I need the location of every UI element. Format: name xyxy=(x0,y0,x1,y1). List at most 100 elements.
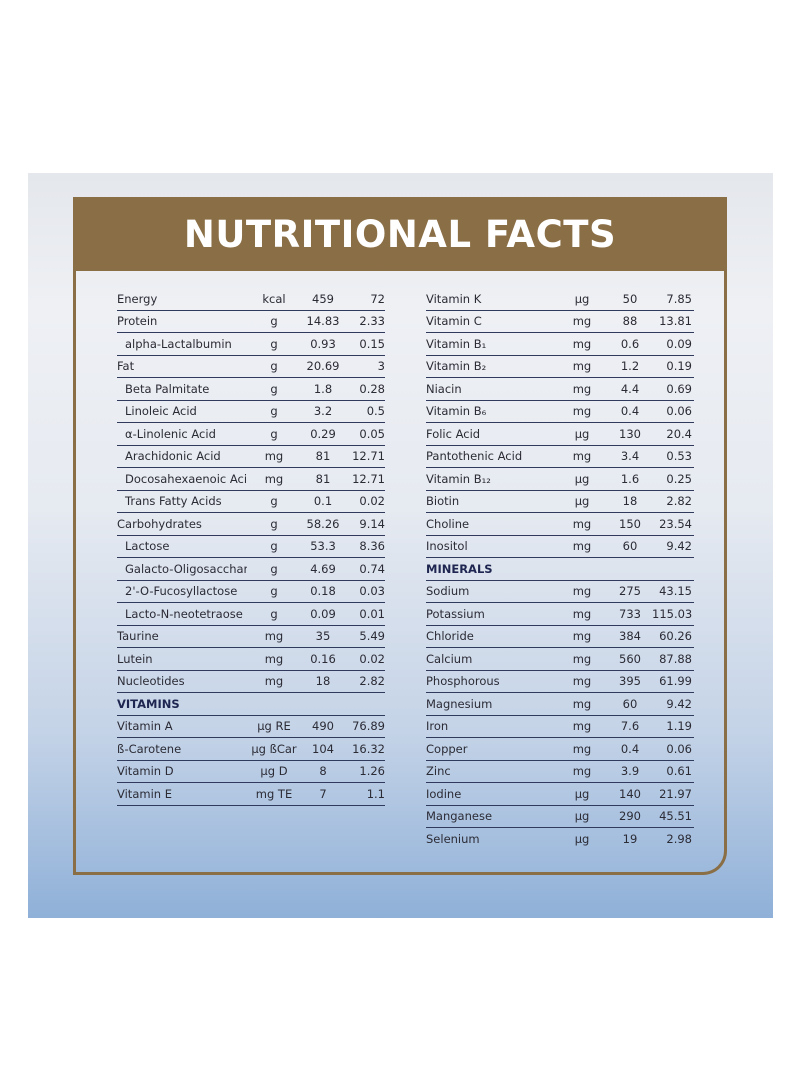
unit: mg xyxy=(572,381,592,396)
nutrient-name: Zinc xyxy=(426,764,451,779)
table-row: Vitamin B₁₂ µg 1.6 0.25 xyxy=(426,468,694,491)
nutrient-name: Choline xyxy=(426,516,470,531)
unit: g xyxy=(270,606,278,621)
value-per-100ml: 0.03 xyxy=(359,584,385,599)
nutrient-name: Arachidonic Acid xyxy=(125,449,221,464)
unit: g xyxy=(270,539,278,554)
value-per-100g: 384 xyxy=(619,629,641,644)
value-per-100g: 35 xyxy=(315,629,331,644)
unit: kcal xyxy=(262,291,286,306)
value-per-100g: 4.4 xyxy=(620,381,640,396)
value-per-100g: 0.29 xyxy=(310,426,336,441)
unit: g xyxy=(270,359,278,374)
nutrient-name: Pantothenic Acid xyxy=(426,449,523,464)
unit: mg xyxy=(264,471,284,486)
value-per-100g: 50 xyxy=(622,291,638,306)
value-per-100g: 53.3 xyxy=(310,539,336,554)
nutrient-name: Beta Palmitate xyxy=(125,381,210,396)
nutrient-name: Vitamin D xyxy=(117,764,174,779)
nutrient-name: Lacto-N-neotetraose xyxy=(125,606,243,621)
table-row: Docosahexaenoic Acid mg 81 12.71 xyxy=(117,468,385,491)
table-row: Iron mg 7.6 1.19 xyxy=(426,716,694,738)
table-row: Carbohydrates g 58.26 9.14 xyxy=(117,513,385,536)
nutrient-name: Lutein xyxy=(117,651,153,666)
value-per-100g: 0.09 xyxy=(310,606,336,621)
value-per-100ml: 21.97 xyxy=(659,786,692,801)
unit: mg xyxy=(572,314,592,329)
value-per-100ml: 12.71 xyxy=(352,449,385,464)
nutrient-name: Manganese xyxy=(426,809,493,824)
nutrient-name: Iron xyxy=(426,719,449,734)
value-per-100g: 0.16 xyxy=(310,651,336,666)
unit: mg xyxy=(572,741,592,756)
value-per-100g: 20.69 xyxy=(306,359,340,374)
section-label: MINERALS xyxy=(426,561,493,576)
value-per-100ml: 61.99 xyxy=(659,674,692,689)
background-panel xyxy=(28,173,773,918)
table-row: Nucleotides mg 18 2.82 xyxy=(117,671,385,693)
unit: mg xyxy=(572,719,592,734)
value-per-100ml: 16.32 xyxy=(352,741,385,756)
unit: mg xyxy=(572,336,592,351)
nutrient-name: Calcium xyxy=(426,651,473,666)
table-frame xyxy=(73,197,727,875)
table-row: Vitamin B₆ mg 0.4 0.06 xyxy=(426,401,694,423)
value-per-100g: 104 xyxy=(312,741,334,756)
value-per-100g: 733 xyxy=(619,606,641,621)
unit: mg xyxy=(572,539,592,554)
value-per-100ml: 2.33 xyxy=(359,314,385,329)
table-row: Beta Palmitate g 1.8 0.28 xyxy=(117,378,385,401)
table-row: Galacto-Oligosaccharides g 4.69 0.74 xyxy=(117,558,385,581)
unit: µg xyxy=(574,426,590,441)
value-per-100ml: 0.15 xyxy=(359,336,385,351)
table-row: Chloride mg 384 60.26 xyxy=(426,626,694,648)
value-per-100g: 140 xyxy=(619,786,641,801)
value-per-100g: 3.9 xyxy=(620,764,640,779)
nutrient-name: Galacto-Oligosaccharides xyxy=(125,561,247,576)
value-per-100ml: 9.42 xyxy=(666,539,692,554)
value-per-100ml: 3 xyxy=(377,359,385,374)
table-row: Biotin µg 18 2.82 xyxy=(426,491,694,513)
nutrient-name: Folic Acid xyxy=(426,426,481,441)
table-row: Sodium mg 275 43.15 xyxy=(426,581,694,603)
nutrient-name: 2'-O-Fucosyllactose xyxy=(125,584,238,599)
value-per-100g: 14.83 xyxy=(306,314,340,329)
unit: mg xyxy=(572,584,592,599)
unit: µg ßCar xyxy=(251,741,297,756)
table-row: Choline mg 150 23.54 xyxy=(426,513,694,536)
nutrient-name: Vitamin B₂ xyxy=(426,359,487,374)
value-per-100ml: 8.36 xyxy=(359,539,385,554)
unit: mg xyxy=(264,674,284,689)
value-per-100ml: 0.02 xyxy=(359,494,385,509)
value-per-100g: 18 xyxy=(622,494,638,509)
unit: mg xyxy=(572,404,592,419)
value-per-100g: 88 xyxy=(622,314,638,329)
value-per-100ml: 0.06 xyxy=(666,741,692,756)
nutrient-name: Vitamin A xyxy=(117,719,173,734)
value-per-100ml: 0.5 xyxy=(366,404,385,419)
unit: mg xyxy=(572,696,592,711)
table-row: Calcium mg 560 87.88 xyxy=(426,648,694,671)
table-row: Pantothenic Acid mg 3.4 0.53 xyxy=(426,446,694,468)
value-per-100g: 1.6 xyxy=(620,471,640,486)
value-per-100ml: 115.03 xyxy=(652,606,693,621)
nutrient-name: Carbohydrates xyxy=(117,516,202,531)
table-row: Lacto-N-neotetraose g 0.09 0.01 xyxy=(117,603,385,626)
value-per-100g: 0.4 xyxy=(620,404,640,419)
value-per-100g: 18 xyxy=(315,674,331,689)
nutrient-name: Nucleotides xyxy=(117,674,185,689)
unit: µg xyxy=(574,494,590,509)
value-per-100g: 60 xyxy=(622,539,638,554)
table-row: Niacin mg 4.4 0.69 xyxy=(426,378,694,401)
table-row: Vitamin B₂ mg 1.2 0.19 xyxy=(426,356,694,378)
nutrient-name: Inositol xyxy=(426,539,468,554)
value-per-100ml: 0.02 xyxy=(359,651,385,666)
value-per-100ml: 72 xyxy=(370,291,385,306)
nutrient-name: α-Linolenic Acid xyxy=(125,426,216,441)
unit: µg RE xyxy=(257,719,291,734)
value-per-100g: 0.6 xyxy=(620,336,640,351)
table-row: Phosphorous mg 395 61.99 xyxy=(426,671,694,693)
value-per-100g: 0.1 xyxy=(313,494,333,509)
unit: µg D xyxy=(260,764,288,779)
nutrient-name: Protein xyxy=(117,314,158,329)
